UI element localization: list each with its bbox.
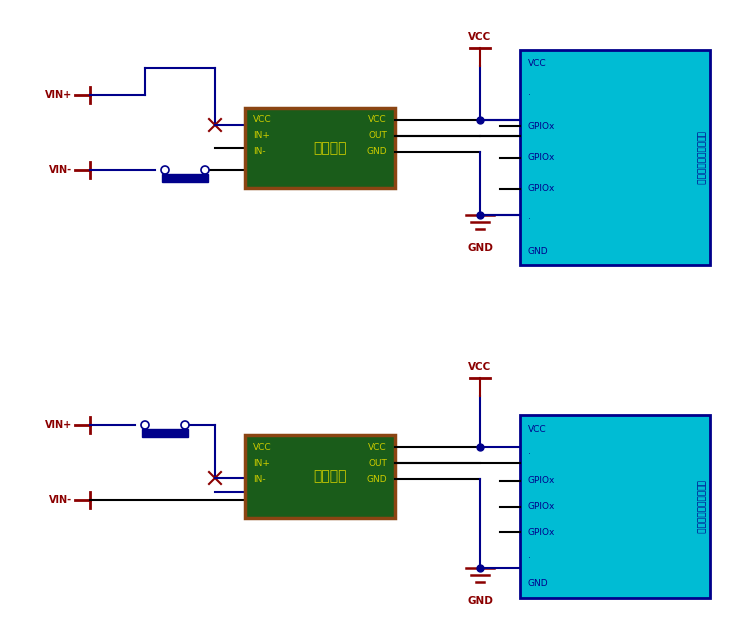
Text: VCC: VCC xyxy=(468,32,492,42)
Bar xyxy=(245,435,395,518)
Circle shape xyxy=(181,421,189,429)
Text: VCC: VCC xyxy=(368,115,387,125)
Text: ·: · xyxy=(528,553,531,563)
Text: 单片机或其他输入设备: 单片机或其他输入设备 xyxy=(695,131,704,184)
Text: VIN+: VIN+ xyxy=(45,90,72,100)
Bar xyxy=(520,415,710,598)
Text: GPIOx: GPIOx xyxy=(528,502,555,511)
Circle shape xyxy=(161,166,169,174)
Text: GND: GND xyxy=(467,243,493,253)
Text: VIN+: VIN+ xyxy=(45,420,72,430)
Text: OUT: OUT xyxy=(368,131,387,141)
Text: 光耦隔离: 光耦隔离 xyxy=(314,141,346,155)
Text: VIN-: VIN- xyxy=(49,165,72,175)
Text: IN+: IN+ xyxy=(253,131,270,141)
Text: 光耦隔离: 光耦隔离 xyxy=(314,470,346,484)
Circle shape xyxy=(141,421,149,429)
Text: GPIOx: GPIOx xyxy=(528,153,555,162)
Text: VCC: VCC xyxy=(528,424,547,434)
Text: 单片机或其他输入设备: 单片机或其他输入设备 xyxy=(695,479,704,533)
Text: VCC: VCC xyxy=(368,442,387,452)
Text: GND: GND xyxy=(467,596,493,606)
Text: ·: · xyxy=(528,215,531,225)
Bar xyxy=(520,50,710,265)
Circle shape xyxy=(201,166,209,174)
Text: VIN-: VIN- xyxy=(49,495,72,505)
Text: GND: GND xyxy=(528,579,548,589)
Text: GND: GND xyxy=(528,247,548,255)
Text: VCC: VCC xyxy=(468,362,492,372)
Text: IN+: IN+ xyxy=(253,458,270,468)
Text: ·: · xyxy=(528,450,531,459)
Text: IN-: IN- xyxy=(253,147,266,157)
Bar xyxy=(162,174,208,182)
Bar xyxy=(245,108,395,188)
Text: ·: · xyxy=(528,91,531,100)
Text: VCC: VCC xyxy=(253,115,272,125)
Text: VCC: VCC xyxy=(528,59,547,68)
Text: GND: GND xyxy=(366,147,387,157)
Text: GPIOx: GPIOx xyxy=(528,184,555,193)
Bar xyxy=(142,429,188,437)
Text: GPIOx: GPIOx xyxy=(528,476,555,485)
Text: VCC: VCC xyxy=(253,442,272,452)
Text: GPIOx: GPIOx xyxy=(528,122,555,131)
Text: GPIOx: GPIOx xyxy=(528,528,555,537)
Text: GND: GND xyxy=(366,474,387,484)
Text: OUT: OUT xyxy=(368,458,387,468)
Text: IN-: IN- xyxy=(253,474,266,484)
